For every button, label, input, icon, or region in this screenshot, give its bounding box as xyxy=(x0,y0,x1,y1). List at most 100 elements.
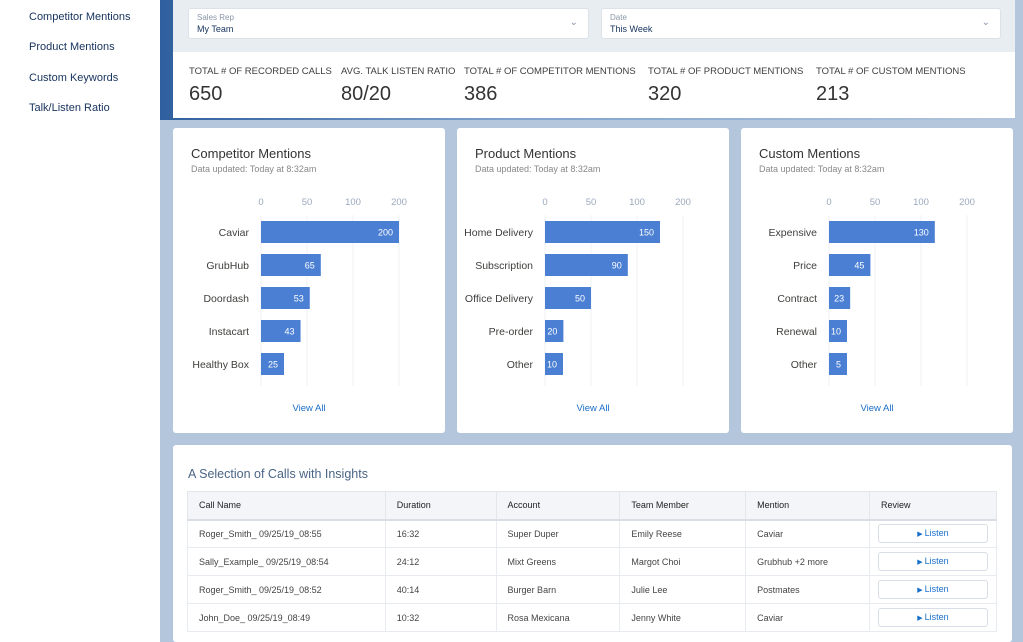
table-cell: ▶ Listen xyxy=(868,547,998,576)
calls-card: A Selection of Calls with Insights Call … xyxy=(173,445,1012,642)
tick-label: 200 xyxy=(391,197,407,208)
listen-button[interactable]: ▶ Listen xyxy=(877,552,988,571)
bar-value-label: 65 xyxy=(305,261,315,271)
sidebar-item-product-mentions[interactable]: Product Mentions xyxy=(29,41,115,53)
stat-value: 80/20 xyxy=(341,83,392,105)
bar[interactable] xyxy=(261,320,301,342)
table-cell: Margot Choi xyxy=(619,547,747,576)
competitor-mentions-card: Competitor Mentions Data updated: Today … xyxy=(173,128,445,433)
table-cell: Rosa Mexicana xyxy=(495,603,621,632)
column-header[interactable]: Call Name xyxy=(187,491,386,521)
sidebar-item-competitor-mentions[interactable]: Competitor Mentions xyxy=(29,11,131,23)
date-select[interactable]: Date This Week ⌄ xyxy=(601,8,1001,39)
bar-value-label: 200 xyxy=(378,228,393,238)
table-cell: 10:32 xyxy=(384,603,497,632)
tick-label: 200 xyxy=(959,197,975,208)
listen-label: Listen xyxy=(924,556,949,566)
bar[interactable] xyxy=(545,254,628,276)
sidebar-item-talk-listen-ratio[interactable]: Talk/Listen Ratio xyxy=(29,102,110,114)
table-cell: Caviar xyxy=(745,519,870,548)
listen-label: Listen xyxy=(924,584,949,594)
column-header[interactable]: Account xyxy=(495,491,621,521)
stat-product-mentions: TOTAL # OF PRODUCT MENTIONS 320 xyxy=(648,66,803,106)
filter-bar: Sales Rep My Team ⌄ Date This Week ⌄ xyxy=(173,0,1015,52)
tick-label: 100 xyxy=(629,197,645,208)
bar[interactable] xyxy=(829,254,871,276)
category-label: Renewal xyxy=(776,326,817,338)
category-label: Other xyxy=(791,359,818,371)
view-all-link[interactable]: View All xyxy=(292,403,326,414)
bar[interactable] xyxy=(261,287,310,309)
category-label: Pre-order xyxy=(489,326,534,338)
stat-talk-listen-ratio: AVG. TALK LISTEN RATIO 80/20 xyxy=(341,66,455,106)
view-all-link[interactable]: View All xyxy=(576,403,610,414)
chevron-down-icon: ⌄ xyxy=(981,17,990,28)
calls-table: Call Name Duration Account Team Member Menti… xyxy=(187,491,998,632)
column-header[interactable]: Mention xyxy=(745,491,870,521)
table-cell: Grubhub +2 more xyxy=(745,547,870,576)
table-cell: Postmates xyxy=(745,575,870,604)
category-label: Expensive xyxy=(769,227,818,239)
listen-button[interactable]: ▶ Listen xyxy=(877,524,988,544)
stat-label: AVG. TALK LISTEN RATIO xyxy=(341,66,456,77)
bar[interactable] xyxy=(545,353,563,375)
custom-mentions-card: Custom Mentions Data updated: Today at 8… xyxy=(741,128,1013,433)
table-row[interactable]: Roger_Smith_ 09/25/19_08:55 16:32 Super Du… xyxy=(187,519,998,548)
play-icon: ▶ xyxy=(917,587,925,594)
sidebar: Competitor Mentions Product Mentions Cus… xyxy=(0,0,160,642)
sales-rep-select[interactable]: Sales Rep My Team ⌄ xyxy=(188,8,589,39)
table-row[interactable]: John_Doe_ 09/25/19_08:49 10:32 Rosa Mexica… xyxy=(187,603,998,632)
play-icon: ▶ xyxy=(917,531,925,539)
custom-mentions-chart: 0 50 100 200 Expensive 130 Price 45 Contract 23 Re… xyxy=(769,197,975,386)
play-icon: ▶ xyxy=(917,615,925,622)
table-cell: ▶ Listen xyxy=(868,603,998,632)
tick-label: 0 xyxy=(826,197,831,208)
table-cell: ▶ Listen xyxy=(868,519,998,548)
stat-value: 213 xyxy=(816,83,850,105)
chevron-down-icon: ⌄ xyxy=(569,17,578,28)
competitor-mentions-chart: 0 50 100 200 Caviar 200 GrubHub 65 Doordash 53 Ins… xyxy=(192,197,407,386)
table-cell: Julie Lee xyxy=(619,575,747,604)
bar[interactable] xyxy=(261,254,321,276)
bar[interactable] xyxy=(545,320,564,342)
stat-value: 650 xyxy=(189,83,223,105)
tick-label: 100 xyxy=(913,197,929,208)
bar[interactable] xyxy=(829,320,847,342)
bar[interactable] xyxy=(545,221,660,243)
category-label: Healthy Box xyxy=(192,359,249,371)
listen-label: Listen xyxy=(924,612,949,622)
table-cell: John_Doe_ 09/25/19_08:49 xyxy=(187,603,386,632)
card-title: Custom Mentions xyxy=(759,146,861,161)
bar[interactable] xyxy=(829,221,935,243)
table-row[interactable]: Sally_Example_ 09/25/19_08:54 24:12 Mixt G… xyxy=(187,547,998,576)
view-all-link[interactable]: View All xyxy=(860,403,894,414)
tick-label: 0 xyxy=(258,197,263,208)
column-header[interactable]: Duration xyxy=(384,491,497,521)
date-value: This Week xyxy=(610,24,653,34)
bar-value-label: 43 xyxy=(285,327,295,337)
bar-value-label: 23 xyxy=(834,294,844,304)
listen-button[interactable]: ▶ Listen xyxy=(877,608,988,627)
product-mentions-chart: 0 50 100 200 Home Delivery 150 Subscription 90 O… xyxy=(464,197,691,386)
bar[interactable] xyxy=(545,287,591,309)
bar[interactable] xyxy=(261,221,399,243)
tick-label: 100 xyxy=(345,197,361,208)
column-header[interactable]: Team Member xyxy=(619,491,747,521)
column-header[interactable]: Review xyxy=(868,491,998,521)
bar-value-label: 150 xyxy=(639,228,654,238)
bar[interactable] xyxy=(829,287,851,309)
date-label: Date xyxy=(610,13,627,22)
table-cell: Roger_Smith_ 09/25/19_08:52 xyxy=(187,575,386,604)
card-title: Product Mentions xyxy=(475,146,577,161)
listen-button[interactable]: ▶ Listen xyxy=(877,580,988,599)
bar-value-label: 90 xyxy=(612,261,622,271)
bar[interactable] xyxy=(829,353,847,375)
sidebar-item-custom-keywords[interactable]: Custom Keywords xyxy=(29,72,119,84)
bar[interactable] xyxy=(261,353,284,375)
tick-label: 50 xyxy=(870,197,881,208)
stat-label: TOTAL # OF CUSTOM MENTIONS xyxy=(816,66,966,77)
table-cell: 16:32 xyxy=(384,519,497,548)
category-label: Price xyxy=(793,260,817,272)
table-row[interactable]: Roger_Smith_ 09/25/19_08:52 40:14 Burger B… xyxy=(187,575,998,604)
stat-recorded-calls: TOTAL # OF RECORDED CALLS 650 xyxy=(189,66,332,106)
